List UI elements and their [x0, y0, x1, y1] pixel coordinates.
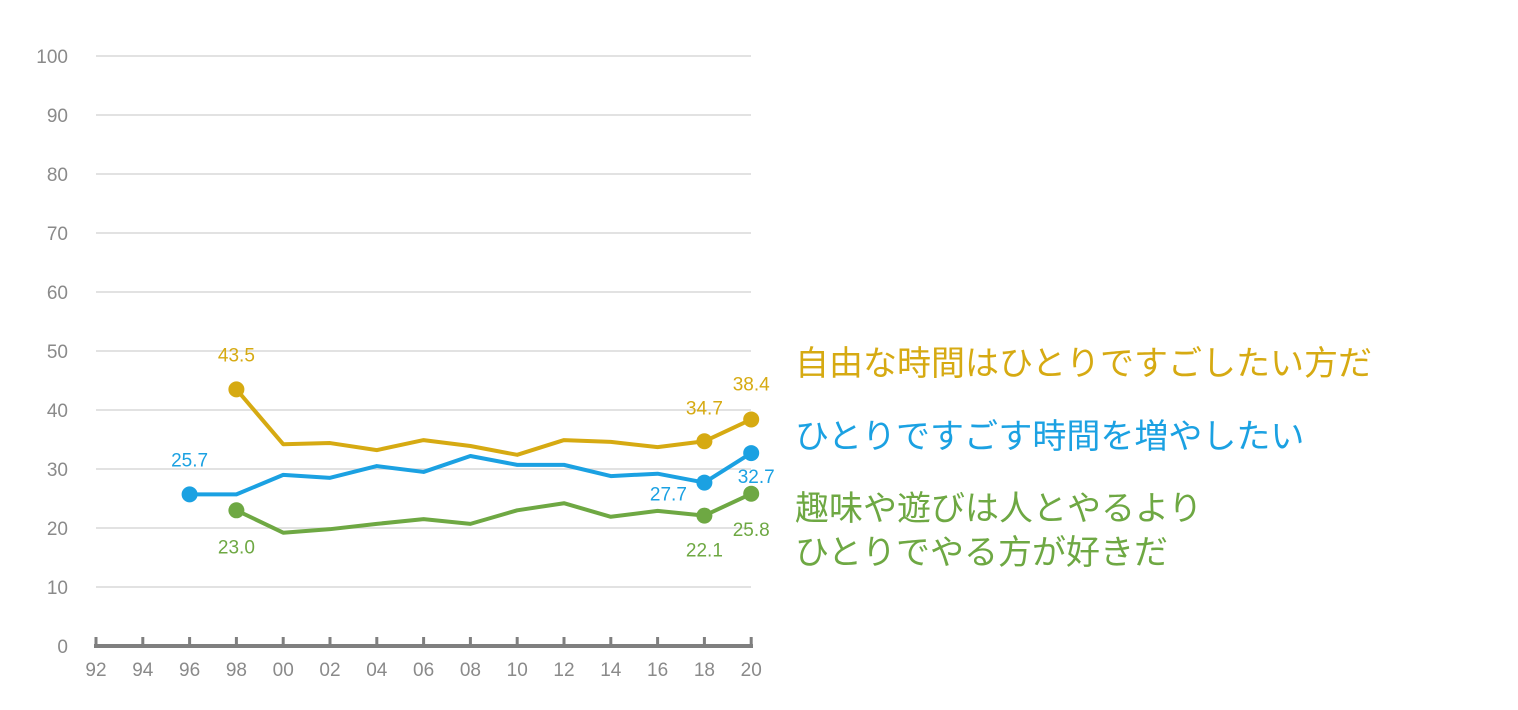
- data-point: [696, 507, 713, 524]
- y-tick-label: 30: [47, 460, 68, 481]
- y-tick-label: 20: [47, 519, 68, 540]
- data-point: [228, 502, 245, 519]
- x-tick-label: 92: [85, 660, 106, 681]
- data-point: [181, 486, 198, 503]
- data-label: 22.1: [686, 541, 723, 562]
- x-tick-label: 10: [507, 660, 528, 681]
- y-tick-label: 80: [47, 165, 68, 186]
- y-tick-label: 70: [47, 224, 68, 245]
- legend-entry-hobbies-alone: 趣味や遊びは人とやるより ひとりでやる方が好きだ: [795, 487, 1202, 575]
- y-tick-label: 0: [57, 637, 68, 658]
- data-label: 34.7: [686, 398, 723, 419]
- x-tick-label: 96: [179, 660, 200, 681]
- data-label: 27.7: [650, 485, 687, 506]
- x-tick-label: 18: [694, 660, 715, 681]
- data-label: 32.7: [738, 467, 775, 488]
- y-tick-label: 100: [36, 47, 68, 68]
- legend-line-1: 趣味や遊びは人とやるより: [795, 489, 1203, 529]
- x-tick-label: 04: [366, 660, 388, 681]
- x-tick-label: 94: [132, 660, 154, 681]
- data-point: [743, 411, 760, 428]
- legend-entry-increase-alone-time: ひとりですごす時間を増やしたい: [795, 417, 1305, 457]
- data-point: [743, 485, 760, 502]
- data-point: [228, 381, 245, 398]
- data-label: 25.8: [733, 520, 770, 541]
- y-tick-label: 40: [47, 401, 68, 422]
- x-tick-label: 02: [319, 660, 340, 681]
- legend-line-2: ひとりでやる方が好きだ: [795, 533, 1168, 573]
- data-label: 43.5: [218, 345, 255, 366]
- y-tick-label: 60: [47, 283, 68, 304]
- legend-entry-free-time-alone: 自由な時間はひとりですごしたい方だ: [795, 344, 1372, 384]
- data-point: [743, 445, 760, 462]
- x-tick-label: 20: [741, 660, 762, 681]
- data-label: 38.4: [733, 374, 770, 395]
- y-tick-label: 10: [47, 578, 68, 599]
- series-line: [235, 491, 753, 535]
- data-point: [696, 474, 713, 491]
- x-tick-label: 06: [413, 660, 434, 681]
- x-tick-label: 16: [647, 660, 668, 681]
- series-line: [234, 388, 753, 457]
- x-tick-label: 12: [553, 660, 574, 681]
- x-tick-label: 08: [460, 660, 481, 681]
- series-line: [189, 451, 753, 497]
- x-tick-label: 14: [600, 660, 622, 681]
- x-tick-label: 00: [273, 660, 294, 681]
- data-label: 25.7: [171, 450, 208, 471]
- x-tick-label: 98: [226, 660, 247, 681]
- y-tick-label: 90: [47, 106, 68, 127]
- data-point: [696, 433, 713, 450]
- data-label: 23.0: [218, 537, 255, 558]
- y-tick-label: 50: [47, 342, 68, 363]
